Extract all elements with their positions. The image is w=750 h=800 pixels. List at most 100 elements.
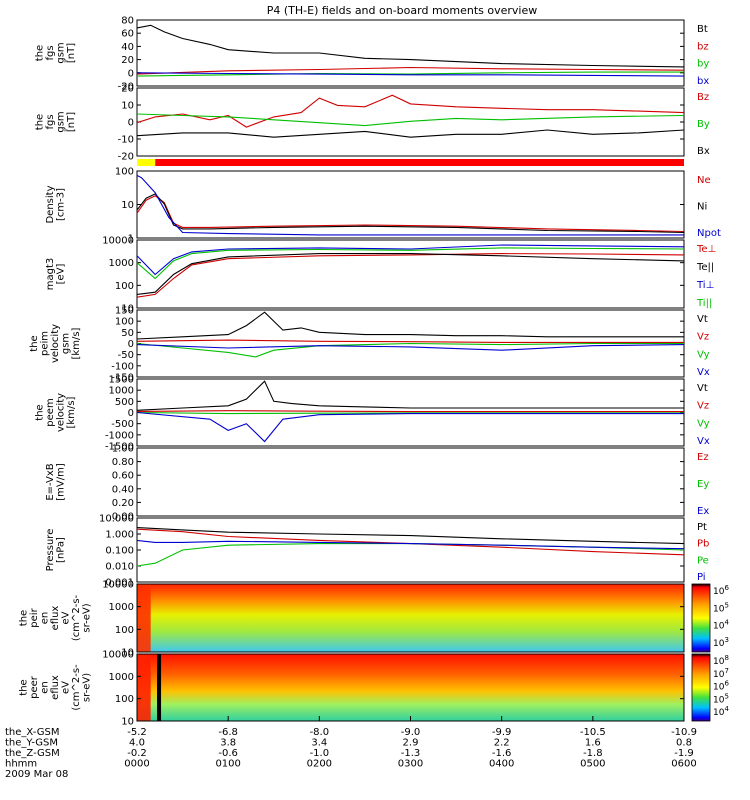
x-row-value: 1.6 [585, 738, 601, 749]
series-line-density-Ni [136, 193, 685, 234]
y-axis-label-line: peim [40, 331, 51, 356]
legend-label: Pb [697, 539, 709, 550]
panel-frame [136, 170, 685, 239]
y-tick-label: 0 [128, 408, 134, 419]
series-line-peem_velocity-Vz [136, 410, 684, 413]
legend-label: Vy [697, 418, 710, 429]
y-tick-label: -100 [111, 361, 134, 372]
x-row-value: 0600 [671, 759, 696, 770]
y-axis-label-line: the [19, 610, 30, 626]
x-row-value: -0.6 [218, 748, 238, 759]
y-axis-label-line: E=-VxB [45, 463, 56, 500]
legend-label: By [697, 119, 710, 130]
y-axis-label-line: eflux [50, 606, 61, 631]
y-axis-label-line: en [40, 681, 51, 694]
y-axis-label-line: (cm^2-s- [71, 594, 82, 641]
legend-label: Te⊥ [696, 244, 716, 255]
panel-density: 100 10 1 Density [cm-3] Ne Ni Npot [45, 167, 721, 245]
legend-label: Bz [697, 92, 709, 103]
series-line-fgs_comp-Bz [136, 94, 685, 128]
y-axis-label-line: magt3 [45, 258, 56, 291]
y-axis-label-line: Density [45, 185, 56, 223]
x-row-value: -5.2 [127, 727, 147, 738]
y-axis-label-line: sr-eV) [82, 603, 93, 632]
y-axis-label-line: Pressure [45, 529, 56, 572]
x-row-value: -6.8 [218, 727, 238, 738]
y-tick-label: 100 [115, 167, 134, 178]
legend-label: Bt [697, 24, 708, 35]
y-tick-label: 10 [121, 101, 134, 112]
series-line-density-Ne [136, 195, 685, 233]
y-tick-label: 1 [128, 234, 134, 245]
y-axis-label-line: [nPa] [55, 537, 66, 563]
series-line-fgs_mag-bx [136, 72, 685, 77]
y-axis-label-line: gsm [55, 111, 66, 132]
x-row-value: 0000 [124, 759, 149, 770]
y-axis-label-line: [nT] [66, 43, 77, 63]
legend-label: Ni [697, 202, 707, 213]
legend-label: bz [697, 41, 709, 52]
colorbar-tick-label: 103 [713, 636, 729, 649]
series-line-peem_velocity-Vx [136, 411, 684, 443]
y-tick-label: 0 [128, 68, 134, 79]
legend-label: Vx [697, 367, 710, 378]
y-tick-label: -1000 [105, 430, 134, 441]
x-row-name: the_Y-GSM [5, 738, 58, 749]
colorbar-tick-label: 104 [713, 705, 729, 718]
y-axis-label-line: peer [29, 675, 40, 699]
y-tick-label: 10000 [102, 236, 134, 247]
y-axis-label-line: en [40, 612, 51, 625]
series-line-fgs_comp-By [136, 113, 685, 127]
x-row-name: the_Z-GSM [5, 748, 60, 759]
x-row-value: 0500 [580, 759, 605, 770]
legend-label: Vy [697, 349, 710, 360]
legend-label: bx [697, 76, 709, 87]
y-tick-label: 10 [121, 304, 134, 315]
y-tick-label: -20 [118, 152, 134, 163]
series-line-peem_velocity-Vy [136, 411, 684, 415]
legend-label: Ne [697, 175, 711, 186]
y-tick-label: 1.000 [105, 530, 134, 541]
series-line-pressure-Pi [136, 539, 685, 550]
legend-label: Npot [697, 228, 721, 239]
legend-label: Ti⊥ [696, 280, 714, 291]
y-tick-label: 10 [121, 648, 134, 659]
x-row-value: -1.9 [674, 748, 694, 759]
panel-pressure: 10.000 1.000 0.100 0.010 0.001 Pressure [nPa] P… [45, 514, 710, 589]
series-line-peim_velocity-Vz [136, 339, 684, 343]
y-tick-label: 1.00 [112, 444, 134, 455]
series-line-pressure-Pb [136, 528, 685, 556]
panel-fgs_comp: 20 10 0 -10 -20 the fgs gsm [nT] Bz By Bx [34, 84, 710, 163]
y-tick-label: 0.60 [112, 471, 134, 482]
series-line-fgs_mag-bz [136, 66, 685, 75]
y-tick-label: 1500 [109, 375, 134, 386]
legend-label: Vt [697, 314, 708, 325]
panel-frame [136, 517, 685, 583]
y-axis-label-line: [km/s] [71, 327, 82, 359]
legend-label: Pt [697, 522, 707, 533]
y-axis-label-line: [km/s] [66, 396, 77, 428]
series-line-pressure-Pt [136, 527, 685, 545]
colorbar-tick-label: 106 [713, 680, 729, 693]
y-axis-label-line: gsm [61, 333, 72, 354]
panel-frame [136, 447, 685, 517]
x-row-name: the_X-GSM [5, 727, 59, 738]
y-axis-label-line: [cm-3] [55, 188, 66, 221]
y-axis-label-line: eV [61, 611, 72, 624]
date-label: 2009 Mar 08 [5, 769, 68, 780]
figure-title: P4 (TH-E) fields and on-board moments ov… [267, 4, 538, 17]
series-line-peim_velocity-Vx [136, 344, 685, 351]
x-row-value: -9.9 [492, 727, 512, 738]
legend-label: Ey [697, 479, 709, 490]
y-tick-label: 100 [115, 625, 134, 636]
series-line-temperature-Ti⊥ [136, 244, 685, 276]
colorbar-tick-label: 104 [713, 619, 729, 632]
y-tick-label: 40 [121, 42, 134, 53]
y-axis-label-line: peem [45, 398, 56, 426]
series-line-peim_velocity-Vy [136, 342, 684, 358]
colorbar-tick-label: 105 [713, 601, 729, 614]
spectrogram-early-region [137, 654, 151, 721]
y-tick-label: 1000 [109, 672, 134, 683]
panel-frame [136, 19, 685, 87]
